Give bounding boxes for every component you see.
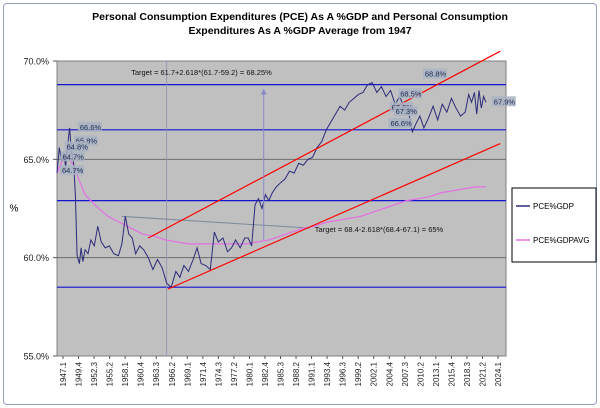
chart-title-line-1: Expenditures As A %GDP Average from 1947 [188, 25, 411, 37]
point-label-box [388, 117, 413, 128]
x-tick-label: 1955.2 [106, 361, 115, 386]
x-tick-label: 1949.4 [75, 361, 84, 386]
x-tick-label: 1952.3 [90, 361, 99, 386]
legend-box [511, 187, 597, 263]
point-label: 64.7% [60, 165, 85, 176]
point-label: 64.8% [64, 141, 89, 152]
gray-connector-line [121, 215, 310, 229]
x-tick-label: 2002.1 [370, 361, 379, 386]
x-tick-label: 1977.2 [230, 361, 239, 386]
y-axis-label: % [10, 204, 19, 215]
x-tick-label: 2004.4 [385, 361, 394, 386]
point-label-text: 67.9% [494, 97, 516, 106]
legend: PCE%GDP PCE%GDPAVG [511, 187, 597, 263]
chart-title-line-0: Personal Consumption Expenditures (PCE) … [92, 11, 508, 23]
series-line-pce-gdp [56, 81, 487, 289]
x-tick-label: 2021.2 [478, 361, 487, 386]
point-label: 64.7% [60, 151, 85, 162]
target-annotation-0: Target = 61.7+2.618*(61.7-59.2) = 68.25% [131, 68, 272, 77]
x-tick-label: 2015.4 [447, 361, 456, 386]
point-label-box [73, 135, 98, 146]
y-tick-label: 70.0% [23, 57, 49, 67]
x-tick-label: 1958.1 [121, 361, 130, 386]
trend-line-0 [148, 50, 501, 239]
point-label-box [77, 121, 102, 132]
point-label-text: 68.5% [400, 89, 422, 98]
x-tick-label: 1969.1 [183, 361, 192, 386]
legend-label: PCE%GDP [533, 202, 574, 211]
target-annotation-1: Target = 68.4-2.618*(68.4-67.1) = 65% [315, 225, 444, 234]
x-tick-label: 1963.3 [152, 361, 161, 386]
x-tick-label: 1960.4 [137, 361, 146, 386]
x-tick-label: 1971.4 [199, 361, 208, 386]
point-label: 67.3% [393, 106, 418, 117]
point-label-box [398, 88, 423, 99]
x-tick-label: 2013.1 [432, 361, 441, 386]
x-tick-label: 1982.4 [261, 361, 270, 386]
x-tick-label: 2010.2 [416, 361, 425, 386]
y-tick-label: 65.0% [23, 155, 49, 165]
plot-area [56, 60, 507, 357]
series-line-pce-gdp-avg [56, 156, 486, 245]
x-tick-label: 1996.3 [339, 361, 348, 386]
x-tick-label: 1980.1 [245, 361, 254, 386]
point-label-text: 64.7% [63, 152, 85, 161]
x-tick-label: 2024.1 [494, 361, 503, 386]
x-tick-label: 1966.2 [168, 361, 177, 386]
point-label: 66.6% [77, 121, 102, 132]
x-tick-label: 1974.3 [214, 361, 223, 386]
point-label-text: 67.3% [396, 107, 418, 116]
point-label-text: 64.8% [67, 143, 89, 152]
point-label-box [491, 96, 516, 107]
point-label-text: 66.6% [390, 119, 412, 128]
point-label-box [422, 68, 447, 79]
point-label: 68.8% [422, 68, 447, 79]
trend-line-1 [167, 143, 501, 290]
x-tick-label: 1947.1 [59, 361, 68, 386]
x-tick-label: 1999.2 [354, 361, 363, 386]
y-tick-label: 55.0% [23, 352, 49, 362]
x-tick-label: 2007.3 [401, 361, 410, 386]
point-label: 68.5% [398, 88, 423, 99]
point-label-text: 68.8% [425, 70, 447, 79]
point-label-text: 64.7% [62, 166, 84, 175]
x-tick-label: 1993.4 [323, 361, 332, 386]
point-label-box [60, 151, 85, 162]
point-label: 67.9% [491, 96, 516, 107]
x-tick-label: 1988.2 [292, 361, 301, 386]
point-label: 65.8% [73, 135, 98, 146]
x-tick-label: 2018.3 [463, 361, 472, 386]
point-label-box [64, 141, 89, 152]
y-tick-label: 60.0% [23, 253, 49, 263]
x-tick-label: 1985.3 [277, 361, 286, 386]
x-tick-label: 1991.1 [308, 361, 317, 386]
point-label: 66.6% [388, 117, 413, 128]
point-label-text: 66.6% [80, 123, 102, 132]
legend-label: PCE%GDPAVG [533, 236, 590, 245]
point-label-box [60, 165, 85, 176]
point-label-text: 65.8% [76, 137, 98, 146]
point-label-box [393, 106, 418, 117]
arrow-head [260, 88, 267, 95]
